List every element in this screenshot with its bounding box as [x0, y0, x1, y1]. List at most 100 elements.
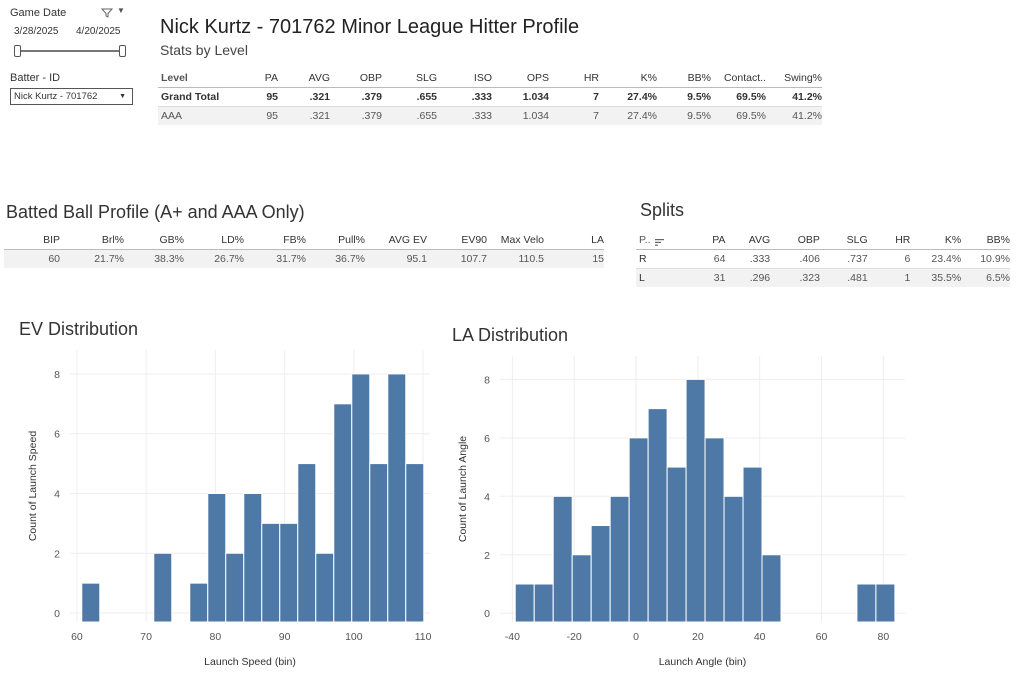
table-cell: 1.034: [492, 106, 549, 125]
col-header[interactable]: GB%: [124, 231, 184, 250]
la-bar[interactable]: [571, 554, 592, 623]
table-cell: .321: [278, 106, 330, 125]
col-header[interactable]: Brl%: [60, 231, 124, 250]
col-header[interactable]: OPS: [492, 69, 549, 88]
la-chart-title: LA Distribution: [452, 325, 569, 345]
la-x-tick-label: -20: [567, 631, 582, 643]
ev-bar[interactable]: [387, 373, 407, 623]
la-bar[interactable]: [856, 583, 877, 623]
col-header[interactable]: K%: [910, 231, 962, 250]
table-cell: 1.034: [492, 87, 549, 107]
la-bar[interactable]: [723, 495, 744, 623]
ev-x-tick-label: 100: [345, 631, 363, 643]
col-header[interactable]: Pull%: [306, 231, 365, 250]
la-bar[interactable]: [628, 437, 649, 623]
filter-icon[interactable]: [100, 6, 114, 18]
table-cell: .406: [799, 253, 820, 265]
ev-distribution-chart: 60 70 80 90 100 110 0 2 4 6 8 Launch Speed (bin) Cou…: [27, 350, 432, 668]
table-cell: .481: [819, 268, 868, 287]
ev-bar[interactable]: [81, 582, 101, 623]
la-bar[interactable]: [685, 378, 706, 623]
table-cell: 41.2%: [766, 87, 822, 107]
table-cell: 95.1: [365, 249, 427, 268]
date-slider-end-handle[interactable]: [119, 45, 126, 57]
col-header[interactable]: AVG: [278, 69, 330, 88]
ev-bar[interactable]: [297, 463, 317, 623]
ev-x-tick-label: 70: [140, 631, 152, 643]
col-header[interactable]: Max Velo: [487, 231, 544, 250]
la-bar[interactable]: [666, 466, 687, 623]
table-row: Grand Total 95 .321 .379 .655 .333 1.034…: [158, 87, 822, 107]
col-header[interactable]: ISO: [437, 69, 492, 88]
table-cell: 95: [228, 87, 278, 107]
ev-x-axis-title: Launch Speed (bin): [204, 656, 296, 668]
ev-bar[interactable]: [333, 403, 353, 623]
la-bar[interactable]: [552, 495, 573, 623]
splits-title: Splits: [640, 200, 685, 220]
date-slider-start-handle[interactable]: [14, 45, 21, 57]
sort-icon[interactable]: [655, 237, 665, 246]
la-y-tick-label: 0: [484, 608, 490, 620]
ev-bar[interactable]: [315, 552, 335, 623]
table-header-row: Level PA AVG OBP SLG ISO OPS HR K% BB% C…: [158, 69, 822, 88]
ev-bar[interactable]: [405, 463, 425, 623]
col-header[interactable]: PA: [684, 231, 726, 250]
ev-bar[interactable]: [351, 373, 371, 623]
col-header[interactable]: Level: [158, 69, 228, 88]
batter-dropdown[interactable]: Nick Kurtz - 701762 ▼: [10, 88, 133, 105]
table-header-row: P.. PA AVG OBP SLG HR K% BB%: [636, 231, 1010, 250]
table-cell: 69.5%: [711, 87, 766, 107]
col-header[interactable]: OBP: [330, 69, 382, 88]
la-bar[interactable]: [742, 466, 763, 623]
col-header[interactable]: FB%: [244, 231, 306, 250]
col-header[interactable]: Contact..: [711, 69, 766, 88]
col-header[interactable]: Swing%: [766, 69, 822, 88]
start-date: 3/28/2025: [14, 26, 59, 37]
ev-x-tick-label: 80: [210, 631, 222, 643]
ev-bar[interactable]: [261, 522, 281, 623]
col-header[interactable]: PA: [228, 69, 278, 88]
ev-bar[interactable]: [153, 552, 173, 623]
table-cell: 9.5%: [657, 87, 711, 107]
ev-x-tick-label: 60: [71, 631, 83, 643]
col-header[interactable]: AVG EV: [365, 231, 427, 250]
ev-bar[interactable]: [369, 463, 389, 623]
table-cell: 95: [228, 106, 278, 125]
col-header[interactable]: LA: [544, 231, 604, 250]
la-bar[interactable]: [590, 525, 611, 623]
la-bar[interactable]: [761, 554, 782, 623]
table-cell: 26.7%: [184, 249, 244, 268]
ev-bar[interactable]: [207, 492, 227, 623]
la-x-tick-label: 0: [633, 631, 639, 643]
col-header[interactable]: LD%: [184, 231, 244, 250]
col-header[interactable]: HR: [867, 231, 911, 250]
col-header[interactable]: SLG: [382, 69, 437, 88]
col-header[interactable]: OBP: [770, 231, 820, 250]
la-bar[interactable]: [609, 495, 630, 623]
la-x-axis-title: Launch Angle (bin): [659, 656, 747, 668]
col-header[interactable]: EV90: [427, 231, 487, 250]
col-header-pitcher-hand[interactable]: P..: [636, 231, 685, 250]
la-bar[interactable]: [647, 408, 668, 623]
col-header[interactable]: BB%: [657, 69, 711, 88]
table-cell: 35.5%: [910, 268, 962, 287]
col-header[interactable]: AVG: [725, 231, 771, 250]
la-bar[interactable]: [533, 583, 554, 623]
la-y-axis-title: Count of Launch Angle: [457, 436, 469, 542]
date-slider-track[interactable]: [17, 50, 123, 52]
col-header[interactable]: HR: [549, 69, 599, 88]
filter-menu-caret-icon[interactable]: ▼: [117, 6, 125, 15]
la-bar[interactable]: [514, 583, 535, 623]
col-header[interactable]: BIP: [4, 231, 60, 250]
col-header[interactable]: SLG: [819, 231, 868, 250]
chevron-down-icon: ▼: [119, 93, 126, 100]
ev-bar[interactable]: [243, 492, 263, 623]
col-header[interactable]: K%: [599, 69, 657, 88]
col-header[interactable]: BB%: [961, 231, 1010, 250]
la-bar[interactable]: [704, 437, 725, 623]
ev-bar[interactable]: [279, 522, 299, 623]
la-bar[interactable]: [875, 583, 896, 623]
ev-bar[interactable]: [189, 582, 209, 623]
la-y-tick-label: 2: [484, 550, 490, 562]
ev-bar[interactable]: [225, 552, 245, 623]
